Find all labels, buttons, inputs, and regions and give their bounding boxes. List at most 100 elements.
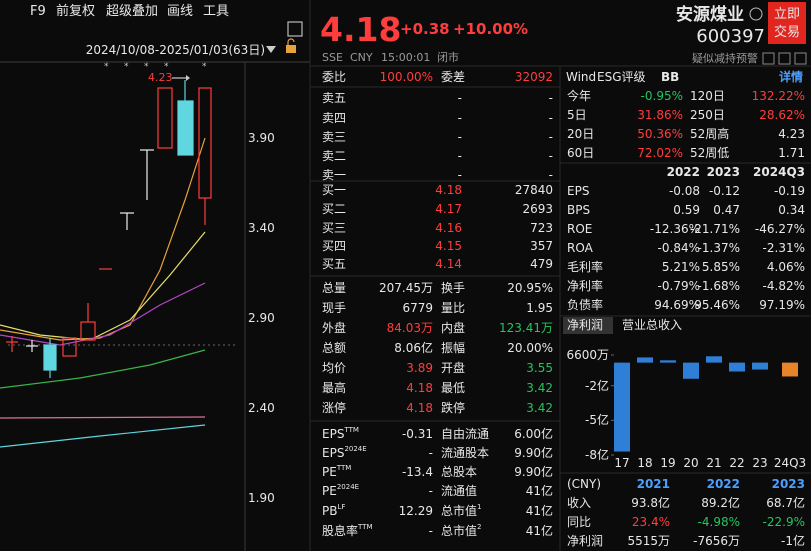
superscript: TTM — [344, 426, 359, 434]
label: 60日 — [567, 146, 595, 160]
stock-code: 600397 — [696, 26, 765, 47]
label: Wind — [566, 70, 597, 84]
high-label: 4.23 — [148, 71, 173, 84]
bid-price: 4.18 — [435, 183, 462, 197]
ask-price: - — [457, 149, 462, 163]
bid-price: 4.14 — [435, 257, 462, 271]
ask-volume: - — [548, 91, 553, 105]
stat-label: 均价 — [322, 361, 347, 375]
trade-button[interactable] — [768, 2, 806, 44]
fin-value: -21.71% — [689, 222, 740, 236]
ask-price: - — [457, 91, 462, 105]
price-tick: 1.90 — [248, 491, 275, 505]
info-icon[interactable] — [749, 7, 763, 21]
stat-value: 6779 — [402, 301, 433, 315]
ask-label: 卖三 — [322, 130, 347, 144]
ask-label: 卖四 — [322, 111, 347, 125]
fin-value: 4.06% — [766, 260, 805, 274]
stat-label: 最高 — [322, 381, 347, 395]
fin-value: 0.47 — [713, 203, 740, 217]
label: 委比 — [322, 70, 347, 84]
y-tick-label: -2亿 — [585, 378, 609, 393]
bar — [660, 360, 676, 363]
fund-label: 总股本 — [441, 465, 478, 479]
stat-label: 换手 — [441, 281, 466, 295]
fin-label: BPS — [567, 203, 591, 217]
fin-label: ROE — [567, 222, 593, 236]
y-tick-label: 6600万 — [566, 348, 609, 362]
return-value: 72.02% — [637, 146, 683, 160]
fund-label: 流通股本 — [441, 446, 490, 460]
bar — [614, 362, 630, 452]
label: 今年 — [567, 89, 592, 103]
fin-value: -0.79% — [657, 279, 700, 293]
kline-chart: * * * * * — [0, 21, 310, 551]
stat-label: 振幅 — [441, 341, 466, 355]
ask-label: 卖一 — [322, 168, 347, 182]
ask-label: 卖五 — [322, 91, 347, 105]
stat-label: 开盘 — [441, 361, 466, 375]
fin-value: 0.59 — [673, 203, 700, 217]
toolbar-item: F9 — [30, 4, 46, 19]
ask-label: 卖二 — [322, 149, 347, 163]
date-range: 2024/10/08-2025/01/03(63日) — [85, 43, 265, 57]
stat-label: 总量 — [322, 281, 347, 295]
x-tick-label: 20 — [683, 456, 699, 470]
bar — [706, 356, 722, 363]
toolbar-item: 超级叠加 — [106, 4, 159, 19]
stat-value: 207.45万 — [379, 281, 433, 295]
tab-active[interactable] — [563, 317, 613, 334]
price: 4.18 — [320, 10, 402, 49]
fund-value: 41亿 — [525, 524, 553, 538]
bid-volume: 27840 — [514, 183, 553, 197]
bid-label: 买三 — [322, 221, 347, 235]
label: 100.00% — [379, 70, 433, 84]
quote-info: 闭市 — [437, 51, 459, 64]
stat-value: 20.95% — [507, 281, 553, 295]
label: 120日 — [690, 89, 725, 103]
fin-value: -46.27% — [754, 222, 805, 236]
bar — [752, 362, 768, 370]
ask-price: - — [457, 111, 462, 125]
income-value: -7656万 — [693, 534, 740, 548]
income-value: -4.98% — [697, 515, 740, 529]
y-tick-label: -5亿 — [585, 413, 609, 428]
x-tick-label: 21 — [706, 456, 722, 470]
rating: BB — [661, 70, 680, 84]
bid-volume: 723 — [530, 221, 553, 235]
fund-value: 9.90亿 — [514, 465, 553, 479]
fin-year: 2022 — [666, 165, 700, 179]
warning-icons[interactable] — [762, 52, 807, 65]
fin-label: ROA — [567, 241, 593, 255]
stat-value: 1.95 — [526, 301, 553, 315]
quote-info: SSE — [322, 51, 343, 64]
fin-label: EPS — [567, 184, 590, 198]
bid-label: 买五 — [322, 257, 347, 271]
quote-info: CNY — [350, 51, 373, 64]
bid-label: 买四 — [322, 239, 347, 253]
fin-value: -12.36% — [649, 222, 700, 236]
trade-button-text: 立即 — [773, 7, 801, 22]
bid-price: 4.16 — [435, 221, 462, 235]
fund-label: 股息率TTM — [322, 523, 373, 539]
income-label: 收入 — [567, 496, 592, 510]
stat-label: 内盘 — [441, 321, 466, 335]
fund-value: -0.31 — [401, 427, 433, 441]
income-year: 2022 — [706, 477, 740, 491]
bid-volume: 2693 — [522, 202, 553, 216]
income-label: 同比 — [567, 515, 592, 529]
fund-value: - — [428, 446, 433, 460]
stat-value: 3.55 — [526, 361, 553, 375]
fin-value: 5.21% — [661, 260, 700, 274]
fund-value: 9.90亿 — [514, 446, 553, 460]
tab: 营业总收入 — [622, 318, 683, 332]
ask-volume: - — [548, 149, 553, 163]
svg-text:*: * — [104, 62, 109, 72]
superscript: 2024E — [344, 445, 367, 453]
ask-price: - — [457, 130, 462, 144]
y-tick-label: -8亿 — [585, 448, 609, 462]
fund-label: EPS2024E — [322, 445, 367, 461]
fin-value: -1.68% — [697, 279, 740, 293]
fin-value: 97.19% — [759, 298, 805, 312]
